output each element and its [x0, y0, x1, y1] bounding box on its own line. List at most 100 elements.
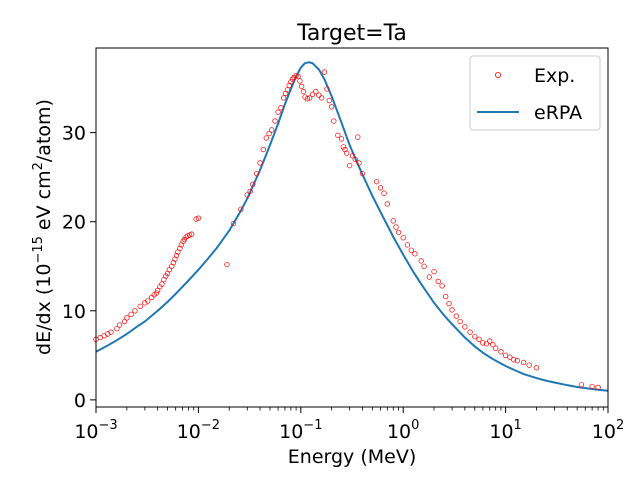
exp-data-point	[390, 218, 396, 224]
exp-data-point	[269, 127, 275, 133]
x-tick-label-base: 10	[74, 421, 98, 443]
exp-data-point	[281, 95, 287, 101]
exp-data-point	[263, 135, 269, 141]
exp-data-point	[297, 78, 303, 84]
exp-data-point	[356, 160, 362, 166]
exp-data-point	[288, 79, 294, 85]
x-tick-label: 102	[592, 418, 624, 443]
exp-data-point	[343, 150, 350, 156]
x-tick-label: 10−3	[74, 418, 117, 443]
x-tick-label-exp: 0	[411, 418, 419, 433]
exp-data-point	[498, 349, 504, 355]
exp-data-point	[507, 354, 513, 360]
exp-data-point	[128, 311, 134, 318]
exp-data-point	[284, 87, 291, 93]
exp-data-point	[163, 273, 169, 279]
exp-data-point	[159, 281, 165, 287]
x-tick-label-exp: −2	[201, 418, 220, 433]
y-tick-label: 20	[62, 212, 86, 234]
exp-data-point	[324, 86, 330, 92]
exp-data-point	[340, 144, 346, 150]
exp-data-point	[300, 88, 307, 95]
y-axis-label: dE/dx (10−15 eV cm2/atom)	[31, 99, 55, 355]
x-axis-ticks: 10−3 10−2 10−1 100 101 102	[74, 407, 624, 443]
exp-data-point	[595, 384, 601, 391]
exp-data-point	[145, 298, 151, 304]
exp-data-point	[355, 134, 361, 140]
y-axis-ticks: 0 10 20 30	[62, 123, 96, 412]
exp-data-point	[257, 160, 263, 166]
exp-data-point	[404, 242, 411, 248]
exp-data-point	[421, 263, 427, 269]
exp-data-point	[326, 97, 332, 104]
exp-data-point	[272, 118, 278, 124]
exp-data-point	[195, 215, 202, 221]
exp-data-point	[359, 170, 366, 177]
x-tick-label-base: 10	[279, 421, 303, 443]
exp-data-point	[230, 220, 237, 227]
exp-data-point	[381, 190, 387, 196]
exp-data-point	[275, 109, 281, 115]
exp-data-point	[124, 315, 130, 321]
exp-data-point	[578, 382, 585, 388]
exp-data-point	[472, 333, 478, 340]
exp-data-point	[132, 308, 138, 314]
exp-data-point	[260, 146, 266, 153]
exp-data-point	[446, 301, 452, 307]
x-tick-label: 10−2	[177, 418, 220, 443]
exp-data-point	[520, 359, 527, 366]
exp-data-point	[439, 283, 445, 289]
x-axis-label: Energy (MeV)	[288, 446, 416, 468]
exp-data-point	[244, 192, 250, 198]
exp-data-point	[321, 69, 328, 75]
exp-data-point	[526, 362, 532, 368]
legend-exp-marker	[494, 72, 501, 79]
y-tick-label: 0	[74, 390, 86, 412]
exp-data-point	[457, 318, 463, 325]
exp-data-point	[238, 206, 244, 212]
exp-data-point	[490, 341, 496, 348]
x-tick-label-exp: −3	[99, 418, 118, 433]
legend: Exp. eRPA	[469, 55, 601, 131]
y-axis-label-mid: eV cm	[33, 170, 55, 236]
exp-data-point	[313, 88, 319, 95]
erpa-line	[95, 61, 609, 392]
exp-data-point	[116, 322, 123, 328]
exp-data-point	[149, 294, 155, 301]
exp-data-point	[169, 263, 175, 269]
exp-data-point	[435, 278, 441, 285]
exp-data-point	[514, 358, 520, 364]
exp-data-point	[331, 118, 337, 124]
x-tick-label-base: 10	[387, 421, 411, 443]
axes-frame	[95, 47, 609, 408]
y-axis-label-end: /atom)	[33, 99, 55, 162]
exp-data-point	[349, 153, 356, 159]
exp-data-point	[335, 132, 341, 138]
x-tick-label: 101	[489, 418, 521, 443]
exp-data-point	[142, 300, 148, 306]
exp-data-point	[299, 83, 305, 89]
exp-data-point	[172, 256, 178, 262]
exp-data-point	[181, 236, 188, 243]
exp-data-point	[224, 261, 230, 268]
y-axis-label-main: dE/dx (10	[33, 264, 55, 355]
exp-data-point	[443, 293, 449, 300]
exp-data-point	[309, 91, 316, 97]
exp-data-point	[108, 329, 114, 335]
exp-data-point	[453, 313, 459, 319]
exp-data-point	[289, 76, 296, 82]
exp-data-point	[295, 73, 301, 80]
exp-data-point	[342, 146, 348, 153]
y-tick-label: 10	[62, 301, 86, 323]
exp-data-point	[533, 365, 540, 371]
x-tick-label-base: 10	[489, 421, 513, 443]
exp-data-point	[306, 95, 313, 101]
exp-data-point	[393, 224, 399, 230]
exp-data-point	[426, 274, 432, 280]
exp-data-point	[347, 162, 353, 169]
plot-area	[93, 61, 609, 392]
exp-data-point	[487, 338, 493, 344]
y-axis-label-exp: −15	[31, 236, 46, 263]
exp-data-point	[266, 130, 272, 137]
